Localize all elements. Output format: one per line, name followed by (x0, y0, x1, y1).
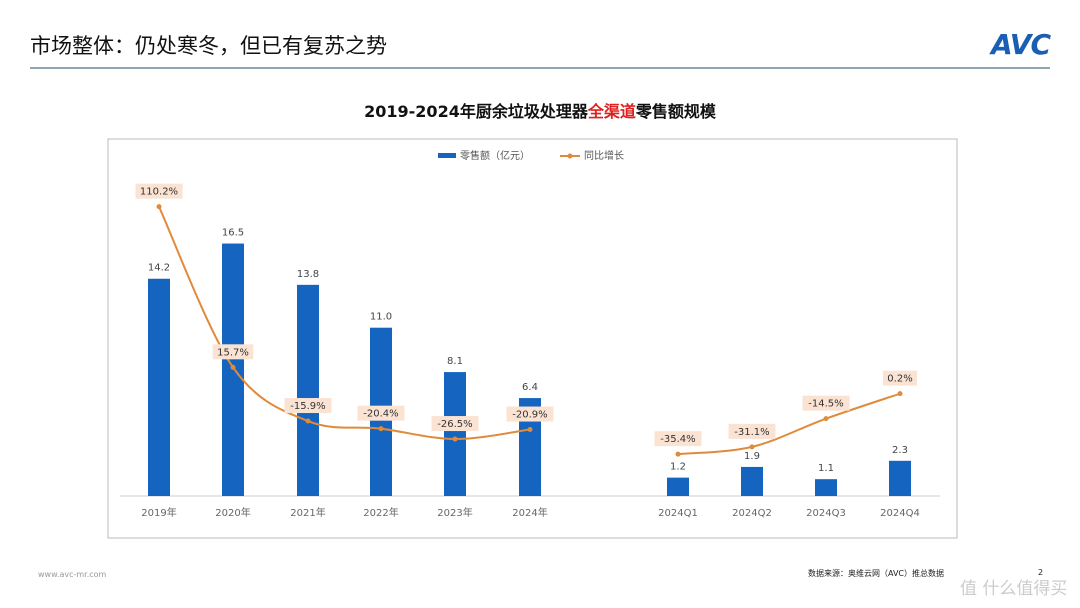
bar (815, 479, 837, 496)
growth-data-label: -20.4% (363, 409, 398, 420)
x-tick-label: 2024Q2 (732, 508, 772, 519)
bar-data-label: 11.0 (370, 312, 392, 323)
growth-point (749, 444, 755, 450)
x-tick-label: 2024Q4 (880, 508, 920, 519)
growth-data-label: -31.1% (734, 427, 769, 438)
x-tick-label: 2019年 (141, 506, 176, 519)
growth-data-label: 15.7% (217, 347, 249, 358)
bar-data-label: 8.1 (447, 356, 463, 367)
bar-data-label: 1.2 (670, 462, 686, 473)
page-title: 市场整体：仍处寒冬，但已有复苏之势 (30, 34, 387, 58)
growth-point (675, 451, 681, 457)
x-tick-label: 2024年 (512, 506, 547, 519)
legend-label-line: 同比增长 (584, 149, 624, 162)
growth-label-bg (728, 423, 776, 439)
growth-data-label: -14.5% (808, 399, 843, 410)
growth-point (452, 436, 458, 442)
growth-point (230, 364, 236, 370)
bar-data-label: 16.5 (222, 228, 244, 239)
growth-label-bg (212, 344, 254, 360)
x-tick-label: 2023年 (437, 506, 472, 519)
bar (444, 372, 466, 496)
title-divider (30, 67, 1050, 69)
bar-data-label: 14.2 (148, 263, 170, 274)
bar-data-label: 2.3 (892, 445, 908, 456)
growth-label-bg (284, 398, 332, 414)
bar (889, 460, 911, 496)
bar-data-label: 1.9 (744, 451, 760, 462)
bar (741, 466, 763, 496)
growth-data-label: -35.4% (660, 434, 695, 445)
growth-point (156, 204, 162, 210)
growth-label-bg (883, 370, 917, 386)
growth-data-label: -26.5% (437, 419, 472, 430)
growth-label-bg (654, 431, 702, 447)
bar-data-label: 13.8 (297, 269, 319, 280)
legend-marker-line (567, 153, 573, 159)
x-tick-label: 2024Q1 (658, 508, 698, 519)
growth-label-bg (135, 183, 183, 199)
bar-data-label: 6.4 (522, 382, 538, 393)
growth-point (305, 418, 311, 424)
growth-point (527, 427, 533, 433)
chart-title-highlight: 全渠道 (587, 102, 636, 121)
chart-title-part: 零售额规模 (635, 102, 716, 121)
bar (148, 278, 170, 496)
bar-data-label: 1.1 (818, 463, 834, 474)
data-source: 数据来源：奥维云网（AVC）推总数据 (808, 569, 945, 578)
growth-label-bg (357, 405, 405, 421)
growth-point (897, 391, 903, 397)
growth-line (158, 206, 531, 441)
legend-swatch-bar (438, 153, 456, 158)
growth-data-label: 110.2% (140, 187, 178, 198)
chart-title-part: 2019-2024年厨余垃圾处理器 (364, 102, 588, 121)
page-number: 2 (1038, 568, 1044, 577)
bar (519, 398, 541, 496)
legend-label-bar: 零售额（亿元） (460, 149, 530, 162)
chart-title: 2019-2024年厨余垃圾处理器全渠道零售额规模 (0, 98, 1080, 122)
growth-point (378, 426, 384, 432)
growth-label-bg (802, 395, 850, 411)
x-tick-label: 2022年 (363, 506, 398, 519)
growth-line (677, 392, 901, 456)
growth-data-label: -20.9% (512, 410, 547, 421)
growth-label-bg (431, 416, 479, 432)
growth-data-label: -15.9% (290, 401, 325, 412)
growth-label-bg (506, 406, 554, 422)
website-url: www.avc-mr.com (38, 570, 107, 579)
avc-logo: AVC (991, 28, 1051, 61)
bar (297, 284, 319, 496)
x-tick-label: 2020年 (215, 506, 250, 519)
growth-data-label: 0.2% (887, 374, 912, 385)
growth-point (823, 416, 829, 422)
x-tick-label: 2024Q3 (806, 508, 846, 519)
bar (667, 477, 689, 496)
x-tick-label: 2021年 (290, 506, 325, 519)
watermark: 值 什么值得买 (960, 579, 1068, 599)
plot-frame (107, 138, 958, 539)
